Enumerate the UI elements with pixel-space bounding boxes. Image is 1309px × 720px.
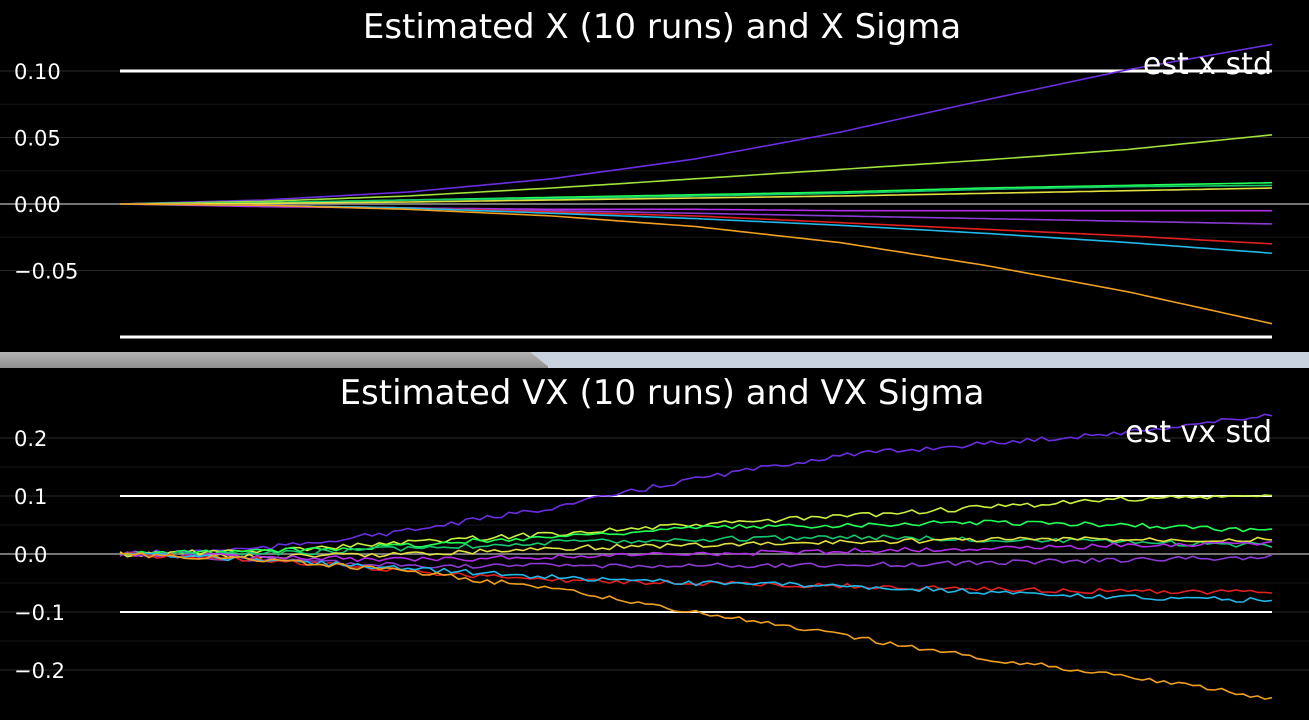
legend-label: est x std (1143, 47, 1272, 82)
y-tick-label: −0.2 (14, 659, 65, 683)
series-line (120, 553, 1272, 699)
series-line (120, 204, 1272, 211)
series-line (120, 135, 1272, 204)
legend-label: est vx std (1125, 415, 1272, 450)
y-tick-label: 0.10 (14, 60, 61, 84)
splitter-tab[interactable] (0, 352, 548, 368)
y-tick-label: −0.05 (14, 260, 78, 284)
y-tick-label: 0.00 (14, 193, 61, 217)
y-tick-label: −0.1 (14, 601, 65, 625)
series-line (120, 204, 1272, 324)
vx-estimate-plot: 0.2 0.1 0.0 −0.1 −0.2 Estimated VX (10 runs)… (0, 368, 1309, 720)
y-tick-label: 0.2 (14, 427, 47, 451)
series-line (120, 414, 1272, 555)
series-line (120, 44, 1272, 204)
panel-splitter[interactable] (0, 352, 1309, 368)
vx-estimate-chart: 0.2 0.1 0.0 −0.1 −0.2 Estimated VX (10 runs)… (0, 368, 1309, 720)
chart-title: Estimated VX (10 runs) and VX Sigma (340, 373, 985, 413)
y-tick-label: 0.1 (14, 485, 47, 509)
chart-title: Estimated X (10 runs) and X Sigma (363, 7, 961, 47)
y-tick-label: 0.0 (14, 543, 47, 567)
x-estimate-chart: 0.10 0.05 0.00 −0.05 Estimated X (10 runs) … (0, 0, 1309, 352)
y-tick-label: 0.05 (14, 127, 61, 151)
x-estimate-plot: 0.10 0.05 0.00 −0.05 Estimated X (10 runs) … (0, 0, 1309, 352)
